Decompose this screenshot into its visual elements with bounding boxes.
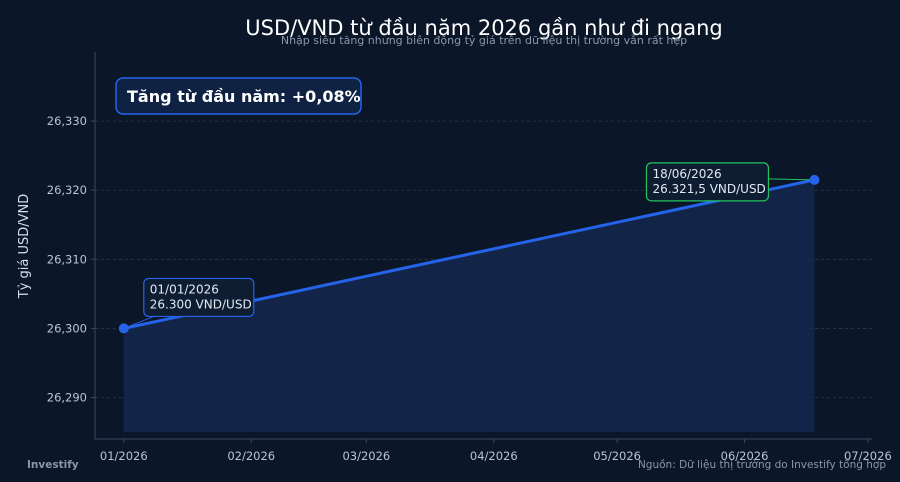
x-tick-label: 02/2026 <box>227 449 275 463</box>
annotation-box <box>143 277 255 318</box>
y-tick-label: 26,290 <box>47 391 87 405</box>
data-point <box>118 323 129 334</box>
x-tick-label: 06/2026 <box>721 449 769 463</box>
x-tick-label: 07/2026 <box>844 449 892 463</box>
kpi-box <box>115 77 362 115</box>
kpi-text: Tăng từ đầu năm: +0,08% <box>127 87 361 106</box>
annotation-box <box>645 162 770 202</box>
y-tick-label: 26,330 <box>47 114 87 128</box>
chart-subtitle: Nhập siêu tăng nhưng biên động tỷ giá tr… <box>281 34 687 47</box>
y-tick-label: 26,310 <box>47 252 87 266</box>
annotation-date: 01/01/2026 <box>150 282 219 296</box>
chart-title: USD/VND từ đầu năm 2026 gần như đi ngang <box>245 16 722 40</box>
source-label: Nguồn: Dữ liệu thị trường do Investify t… <box>638 458 886 471</box>
annotation-date: 18/06/2026 <box>652 167 721 181</box>
annotation-connector <box>123 315 154 329</box>
y-tick-labels: 26,290 26,300 26,310 26,320 26,330 <box>47 114 95 405</box>
data-points <box>118 174 820 334</box>
data-point <box>809 174 820 185</box>
annotation-value: 26.321,5 VND/USD <box>652 182 765 196</box>
y-tick-label: 26,320 <box>47 183 87 197</box>
x-tick-labels: 01/2026 02/2026 03/2026 04/2026 05/2026 06/20… <box>100 439 892 463</box>
annotation-value: 26.300 VND/USD <box>150 297 252 311</box>
annotation-connector <box>768 178 815 181</box>
kpi-badge: Tăng từ đầu năm: +0,08% <box>115 77 362 115</box>
annotation-connectors <box>123 178 815 329</box>
y-axis-title: Tỷ giá USD/VND <box>17 194 32 300</box>
y-tick-label: 26,300 <box>47 321 87 335</box>
series-area <box>123 179 815 433</box>
brand-label: Investify <box>27 459 79 471</box>
x-tick-label: 03/2026 <box>342 449 390 463</box>
x-tick-label: 01/2026 <box>100 449 148 463</box>
x-tick-label: 05/2026 <box>593 449 641 463</box>
x-tick-label: 04/2026 <box>470 449 518 463</box>
